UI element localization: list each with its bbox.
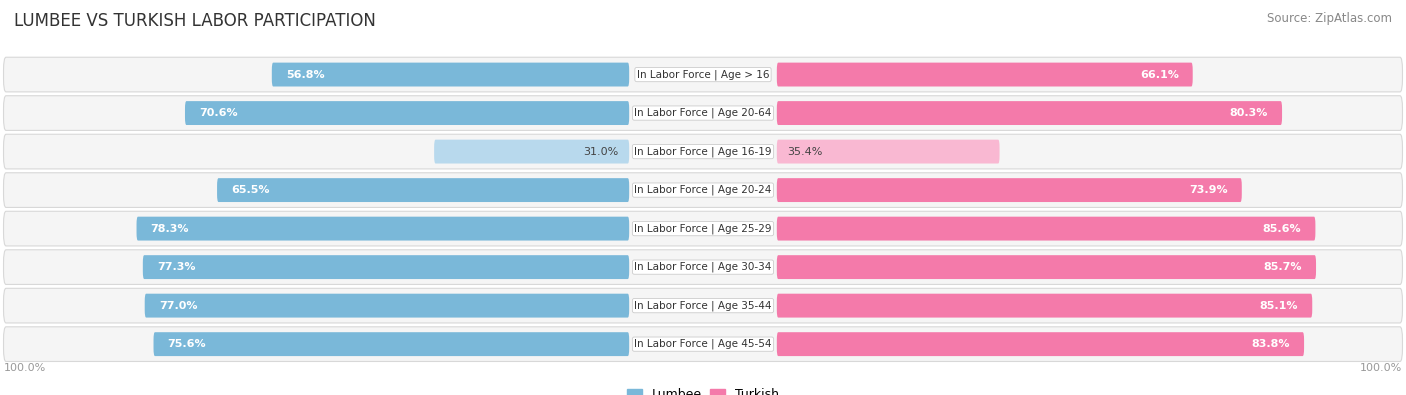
Text: In Labor Force | Age 45-54: In Labor Force | Age 45-54 [634, 339, 772, 350]
FancyBboxPatch shape [3, 288, 1403, 323]
FancyBboxPatch shape [145, 294, 630, 318]
Text: 85.6%: 85.6% [1263, 224, 1302, 233]
Text: In Labor Force | Age 20-24: In Labor Force | Age 20-24 [634, 185, 772, 196]
FancyBboxPatch shape [778, 178, 1241, 202]
FancyBboxPatch shape [3, 96, 1403, 130]
Text: In Labor Force | Age 16-19: In Labor Force | Age 16-19 [634, 146, 772, 157]
Text: Source: ZipAtlas.com: Source: ZipAtlas.com [1267, 12, 1392, 25]
Text: In Labor Force | Age > 16: In Labor Force | Age > 16 [637, 69, 769, 80]
FancyBboxPatch shape [3, 173, 1403, 207]
FancyBboxPatch shape [434, 140, 630, 164]
FancyBboxPatch shape [778, 101, 1282, 125]
FancyBboxPatch shape [3, 250, 1403, 284]
Text: 77.3%: 77.3% [157, 262, 195, 272]
FancyBboxPatch shape [153, 332, 630, 356]
Text: In Labor Force | Age 20-64: In Labor Force | Age 20-64 [634, 108, 772, 118]
FancyBboxPatch shape [778, 255, 1316, 279]
FancyBboxPatch shape [186, 101, 630, 125]
FancyBboxPatch shape [778, 140, 1000, 164]
FancyBboxPatch shape [271, 63, 630, 87]
Text: In Labor Force | Age 35-44: In Labor Force | Age 35-44 [634, 300, 772, 311]
Text: 56.8%: 56.8% [285, 70, 325, 79]
Text: 75.6%: 75.6% [167, 339, 207, 349]
Text: 35.4%: 35.4% [787, 147, 823, 156]
Text: 31.0%: 31.0% [583, 147, 619, 156]
FancyBboxPatch shape [778, 332, 1305, 356]
Text: In Labor Force | Age 25-29: In Labor Force | Age 25-29 [634, 223, 772, 234]
Text: 85.7%: 85.7% [1264, 262, 1302, 272]
Text: 70.6%: 70.6% [200, 108, 238, 118]
Text: In Labor Force | Age 30-34: In Labor Force | Age 30-34 [634, 262, 772, 273]
FancyBboxPatch shape [778, 294, 1312, 318]
Text: 73.9%: 73.9% [1189, 185, 1227, 195]
FancyBboxPatch shape [217, 178, 630, 202]
Text: 78.3%: 78.3% [150, 224, 188, 233]
FancyBboxPatch shape [3, 57, 1403, 92]
Text: 80.3%: 80.3% [1230, 108, 1268, 118]
FancyBboxPatch shape [3, 134, 1403, 169]
Text: 100.0%: 100.0% [3, 363, 46, 373]
Text: 65.5%: 65.5% [231, 185, 270, 195]
FancyBboxPatch shape [3, 211, 1403, 246]
Legend: Lumbee, Turkish: Lumbee, Turkish [623, 384, 783, 395]
FancyBboxPatch shape [143, 255, 630, 279]
Text: 66.1%: 66.1% [1140, 70, 1178, 79]
Text: LUMBEE VS TURKISH LABOR PARTICIPATION: LUMBEE VS TURKISH LABOR PARTICIPATION [14, 12, 375, 30]
FancyBboxPatch shape [3, 327, 1403, 361]
Text: 85.1%: 85.1% [1260, 301, 1298, 310]
FancyBboxPatch shape [778, 63, 1192, 87]
Text: 100.0%: 100.0% [1360, 363, 1403, 373]
FancyBboxPatch shape [778, 217, 1316, 241]
Text: 83.8%: 83.8% [1251, 339, 1291, 349]
Text: 77.0%: 77.0% [159, 301, 197, 310]
FancyBboxPatch shape [136, 217, 630, 241]
